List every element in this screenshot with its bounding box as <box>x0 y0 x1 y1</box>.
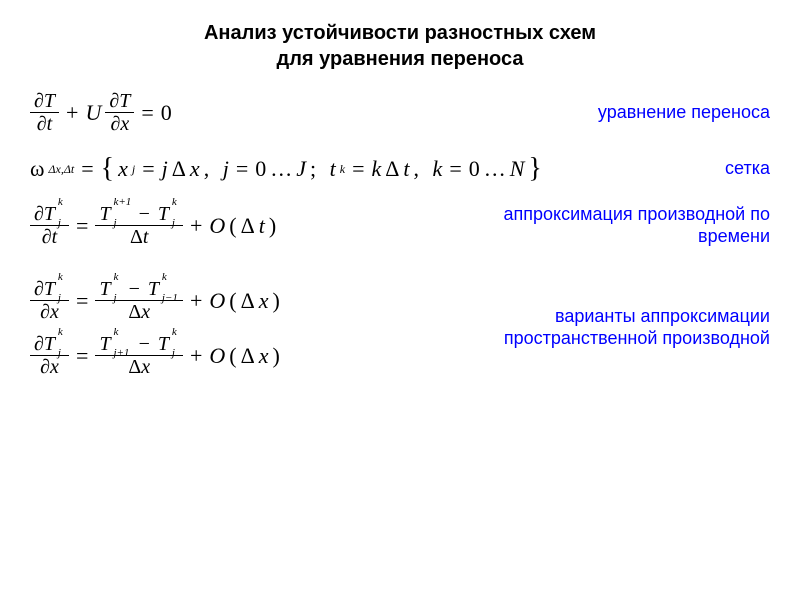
eq-time-approx: ∂Tkj ∂t = Tk+1j − Tkj Δt + O(Δt) <box>30 203 276 248</box>
eq-grid: ωΔx,Δt = { xj = jΔx, j=0…J ; tk = kΔt, k… <box>30 153 542 185</box>
label-time-approx: аппроксимация производной по времени <box>480 204 770 247</box>
row-time-approx: ∂Tkj ∂t = Tk+1j − Tkj Δt + O(Δt) аппрокс… <box>30 203 770 248</box>
eq-space-pair: ∂Tkj ∂x = Tkj − Tkj−1 Δx + O(Δx) ∂Tkj ∂x <box>30 278 280 378</box>
title-line2: для уравнения переноса <box>30 46 770 72</box>
row-grid: ωΔx,Δt = { xj = jΔx, j=0…J ; tk = kΔt, k… <box>30 153 770 185</box>
row-space-approx: ∂Tkj ∂x = Tkj − Tkj−1 Δx + O(Δx) ∂Tkj ∂x <box>30 278 770 378</box>
page-title: Анализ устойчивости разностных схем для … <box>30 20 770 72</box>
eq-transport: ∂T ∂t + U ∂T ∂x = 0 <box>30 90 172 135</box>
label-grid: сетка <box>725 158 770 180</box>
row-transport-eq: ∂T ∂t + U ∂T ∂x = 0 уравнение переноса <box>30 90 770 135</box>
label-space-approx: варианты аппроксимации пространственной … <box>504 306 770 349</box>
label-transport: уравнение переноса <box>598 102 770 124</box>
title-line1: Анализ устойчивости разностных схем <box>30 20 770 46</box>
